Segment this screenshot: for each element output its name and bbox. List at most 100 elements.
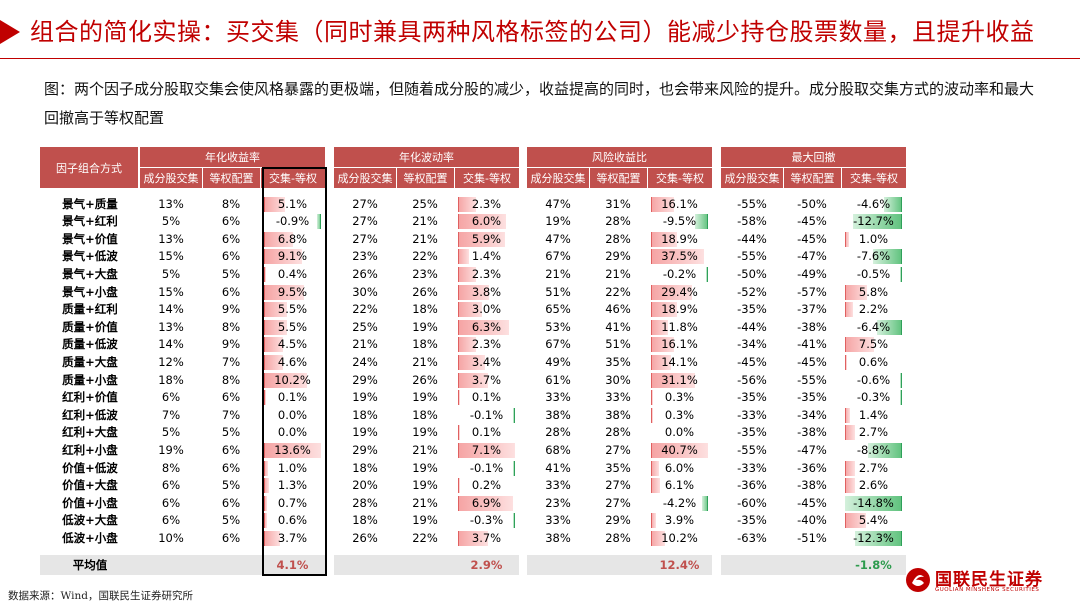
table-cell: 6%	[221, 530, 241, 545]
data-bar	[651, 302, 678, 318]
table-cell: 26%	[352, 266, 378, 281]
data-bar	[264, 530, 280, 546]
table-subheader: 等权配置	[783, 168, 841, 188]
table-cell: 6%	[221, 460, 241, 475]
table-cell-diff: 9.1%	[277, 249, 308, 264]
data-bar	[264, 495, 267, 511]
table-group-header: 年化收益率	[140, 147, 325, 167]
data-bar	[458, 390, 460, 406]
table-cell: 7%	[161, 407, 181, 422]
table-row-label: 景气+红利	[62, 214, 118, 229]
table-row-label: 红利+价值	[62, 390, 118, 405]
table-cell: -36%	[797, 460, 827, 475]
data-bar	[458, 284, 489, 300]
table-cell: 21%	[412, 442, 438, 457]
table-cell-diff: 0.3%	[664, 390, 695, 405]
table-cell: 22%	[605, 284, 631, 299]
table-cell: 29%	[605, 513, 631, 528]
table-cell-diff: -6.4%	[856, 319, 891, 334]
table-cell: 27%	[605, 495, 631, 510]
data-bar	[458, 337, 477, 353]
table-cell-diff: 11.8%	[661, 319, 698, 334]
data-bar	[899, 372, 903, 388]
table-cell-diff: 2.2%	[858, 302, 889, 317]
table-subheader: 等权配置	[396, 168, 454, 188]
table-cell: 6%	[161, 513, 181, 528]
table-cell-diff: 16.1%	[661, 196, 698, 211]
table-cell-diff: 14.1%	[661, 354, 698, 369]
table-cell: -35%	[737, 390, 767, 405]
table-cell-diff: 0.2%	[471, 478, 502, 493]
table-cell-diff: 16.1%	[661, 337, 698, 352]
table-cell: -36%	[737, 478, 767, 493]
table-cell: 5%	[221, 425, 241, 440]
average-row-band	[527, 555, 712, 575]
table-cell-diff: 1.4%	[471, 249, 502, 264]
table-cell-diff: 6.0%	[471, 214, 502, 229]
table-cell: 26%	[352, 530, 378, 545]
slide-title: 组合的简化实操：买交集（同时兼具两种风格标签的公司）能减少持仓股票数量，且提升收…	[30, 18, 1035, 46]
data-bar	[264, 249, 303, 265]
table-cell: 21%	[545, 266, 571, 281]
table-cell: 5%	[161, 214, 181, 229]
data-bar	[845, 337, 874, 353]
table-cell: 21%	[412, 231, 438, 246]
table-cell: 38%	[545, 530, 571, 545]
table-cell: 33%	[605, 390, 631, 405]
table-cell: 6%	[221, 284, 241, 299]
data-bar	[513, 407, 515, 423]
table-cell: 29%	[352, 442, 378, 457]
data-bar	[651, 513, 657, 529]
data-bar	[458, 372, 488, 388]
table-cell: 35%	[605, 460, 631, 475]
table-cell: 41%	[605, 319, 631, 334]
table-cell-diff: 4.6%	[277, 354, 308, 369]
table-cell: -34%	[797, 407, 827, 422]
table-cell: 26%	[412, 284, 438, 299]
data-bar	[872, 249, 903, 265]
table-cell: 19%	[412, 425, 438, 440]
table-cell: -38%	[797, 425, 827, 440]
table-cell: 15%	[158, 284, 184, 299]
table-cell-diff: 3.0%	[471, 302, 502, 317]
table-subheader: 交集-等权	[841, 168, 906, 188]
data-bar	[845, 231, 849, 247]
data-bar	[694, 214, 709, 230]
table-row-label: 价值+大盘	[62, 478, 118, 493]
table-subheader: 交集-等权	[647, 168, 712, 188]
data-bar	[264, 478, 270, 494]
table-row-label: 景气+小盘	[62, 284, 118, 299]
data-bar	[458, 354, 486, 370]
table-cell: 49%	[545, 354, 571, 369]
table-cell: 18%	[352, 513, 378, 528]
table-cell-diff: -12.3%	[853, 530, 894, 545]
table-cell: 19%	[412, 513, 438, 528]
table-cell-diff: -9.5%	[662, 214, 697, 229]
table-cell: 7%	[221, 354, 241, 369]
data-bar	[264, 284, 304, 300]
table-cell: 8%	[221, 196, 241, 211]
average-value: 4.1%	[276, 558, 309, 572]
table-cell-diff: -4.2%	[662, 495, 697, 510]
table-cell-diff: 1.0%	[858, 231, 889, 246]
table-cell-diff: -14.8%	[853, 495, 894, 510]
table-cell: -35%	[797, 390, 827, 405]
data-bar	[651, 231, 678, 247]
table-row-label: 质量+红利	[62, 302, 118, 317]
table-cell: -38%	[797, 478, 827, 493]
table-cell: -33%	[737, 460, 767, 475]
table-cell: 35%	[605, 354, 631, 369]
table-cell: -55%	[737, 196, 767, 211]
table-cell: 6%	[221, 442, 241, 457]
table-cell: -45%	[737, 354, 767, 369]
data-bar	[651, 407, 653, 423]
data-bar	[264, 319, 288, 335]
table-cell: 5%	[161, 425, 181, 440]
table-cell: 20%	[352, 478, 378, 493]
table-cell: 38%	[605, 407, 631, 422]
average-value: -1.8%	[855, 558, 892, 572]
data-bar	[651, 249, 704, 265]
data-bar	[651, 354, 671, 370]
table-cell-diff: 6.0%	[664, 460, 695, 475]
table-cell: 67%	[545, 337, 571, 352]
